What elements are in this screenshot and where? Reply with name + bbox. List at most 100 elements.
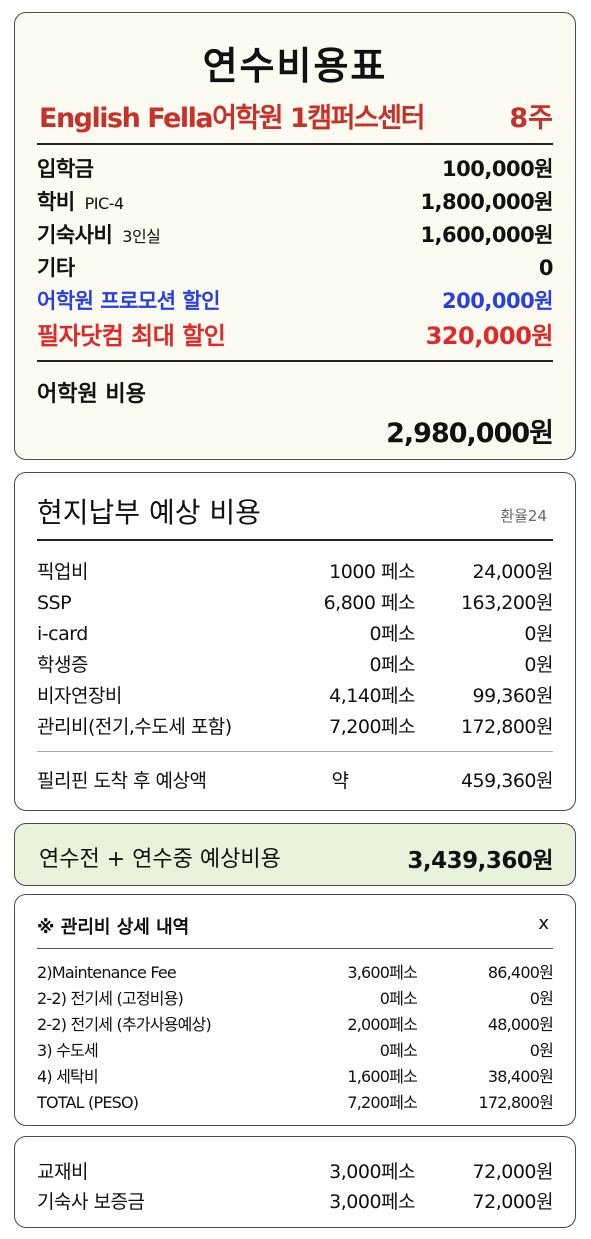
local-won: 99,360원 bbox=[472, 685, 554, 707]
extras-label: 교재비 bbox=[37, 1161, 88, 1183]
management-row: 2-2) 전기세 (추가사용예상) 2,000페소 48,000원 bbox=[37, 1011, 554, 1035]
fee-row-promo-discount: 어학원 프로모션 할인 200,000원 bbox=[37, 285, 553, 315]
mgmt-won: 172,800원 bbox=[478, 1093, 554, 1112]
fee-value: 200,000원 bbox=[442, 289, 553, 313]
extras-label: 기숙사 보증금 bbox=[37, 1191, 145, 1213]
local-label: 관리비(전기,수도세 포함) bbox=[37, 716, 232, 738]
mgmt-label: 4) 세탁비 bbox=[37, 1067, 99, 1086]
fee-value: 1,800,000원 bbox=[420, 190, 553, 214]
fee-row-admission: 입학금 100,000원 bbox=[37, 153, 553, 183]
fee-row-tuition: 학비 PIC-4 1,800,000원 bbox=[37, 186, 553, 216]
fee-value: 0 bbox=[538, 256, 554, 280]
fee-label: 입학금 bbox=[37, 157, 94, 181]
mgmt-won: 38,400원 bbox=[487, 1067, 554, 1086]
mgmt-label: 3) 수도세 bbox=[37, 1041, 99, 1060]
local-label: 픽업비 bbox=[37, 561, 88, 583]
grand-total-card: 연수전 + 연수중 예상비용 3,439,360원 bbox=[14, 823, 576, 886]
divider bbox=[37, 539, 553, 541]
mgmt-peso: 7,200페소 bbox=[347, 1093, 417, 1112]
local-label: SSP bbox=[37, 592, 72, 614]
local-won: 163,200원 bbox=[460, 592, 554, 614]
fee-value: 320,000원 bbox=[425, 322, 554, 350]
mgmt-peso: 0페소 bbox=[379, 989, 418, 1008]
extras-won: 72,000원 bbox=[472, 1191, 554, 1213]
divider bbox=[37, 360, 553, 362]
mgmt-peso: 0페소 bbox=[379, 1041, 418, 1060]
local-peso: 7,200페소 bbox=[329, 716, 415, 738]
mgmt-peso: 2,000페소 bbox=[347, 1015, 417, 1034]
mgmt-label: 2-2) 전기세 (추가사용예상) bbox=[37, 1015, 212, 1034]
fee-value: 100,000원 bbox=[442, 157, 553, 181]
local-row: 관리비(전기,수도세 포함) 7,200페소 172,800원 bbox=[37, 712, 554, 739]
page-title: 연수비용표 bbox=[202, 44, 388, 88]
management-row: 4) 세탁비 1,600페소 38,400원 bbox=[37, 1063, 554, 1087]
management-fee-card: ※ 관리비 상세 내역 x 2)Maintenance Fee 3,600페소 … bbox=[14, 894, 576, 1126]
local-label: 학생증 bbox=[37, 654, 88, 676]
exchange-rate: 환율24 bbox=[500, 507, 547, 525]
fee-row-other: 기타 0 bbox=[37, 252, 554, 282]
fee-label: 어학원 프로모션 할인 bbox=[37, 289, 221, 313]
arrival-estimate-row: 필리핀 도착 후 예상액 약 459,360원 bbox=[37, 766, 554, 793]
local-won: 0원 bbox=[524, 654, 553, 676]
management-row: 3) 수도세 0페소 0원 bbox=[37, 1037, 554, 1061]
local-peso: 0페소 bbox=[369, 654, 415, 676]
mgmt-label: 2)Maintenance Fee bbox=[37, 963, 177, 982]
mgmt-peso: 3,600페소 bbox=[347, 963, 417, 982]
extras-peso: 3,000페소 bbox=[329, 1161, 415, 1183]
room-type: 3인실 bbox=[122, 227, 161, 246]
mgmt-label: TOTAL (PESO) bbox=[37, 1093, 139, 1112]
local-won: 172,800원 bbox=[460, 716, 554, 738]
local-label: 비자연장비 bbox=[37, 685, 122, 707]
local-row: i-card 0페소 0원 bbox=[37, 619, 554, 646]
mgmt-won: 0원 bbox=[529, 1041, 554, 1060]
local-peso: 4,140페소 bbox=[329, 685, 415, 707]
arrival-value: 459,360원 bbox=[460, 770, 554, 792]
mgmt-won: 86,400원 bbox=[487, 963, 554, 982]
divider bbox=[37, 751, 553, 752]
extras-won: 72,000원 bbox=[472, 1161, 554, 1183]
fee-label: 학비 bbox=[37, 190, 75, 214]
approx-label: 약 bbox=[331, 770, 349, 792]
course-name: PIC-4 bbox=[84, 194, 125, 213]
local-row: 비자연장비 4,140페소 99,360원 bbox=[37, 681, 554, 708]
arrival-label: 필리핀 도착 후 예상액 bbox=[37, 770, 207, 792]
school-cost-label: 어학원 비용 bbox=[37, 382, 146, 407]
local-peso: 1000 페소 bbox=[329, 561, 415, 583]
management-fee-title: ※ 관리비 상세 내역 bbox=[37, 917, 190, 938]
local-row: SSP 6,800 페소 163,200원 bbox=[37, 588, 554, 615]
management-row: 2)Maintenance Fee 3,600페소 86,400원 bbox=[37, 959, 554, 983]
fee-row-max-discount: 필자닷컴 최대 할인 320,000원 bbox=[37, 316, 554, 351]
school-cost-value: 2,980,000원 bbox=[386, 418, 554, 449]
fee-summary-card: 연수비용표 English Fella어학원 1캠퍼스센터 8주 입학금 100… bbox=[14, 12, 576, 460]
mgmt-won: 0원 bbox=[529, 989, 554, 1008]
local-payment-title: 현지납부 예상 비용 bbox=[37, 496, 261, 529]
local-row: 픽업비 1000 페소 24,000원 bbox=[37, 557, 554, 584]
management-row-total: TOTAL (PESO) 7,200페소 172,800원 bbox=[37, 1089, 554, 1113]
extras-row-textbook: 교재비 3,000페소 72,000원 bbox=[37, 1157, 554, 1184]
divider bbox=[37, 948, 553, 949]
local-won: 0원 bbox=[524, 623, 553, 645]
close-button[interactable]: x bbox=[538, 913, 549, 934]
extras-row-deposit: 기숙사 보증금 3,000페소 72,000원 bbox=[37, 1187, 554, 1214]
local-row: 학생증 0페소 0원 bbox=[37, 650, 554, 677]
fee-row-dormitory: 기숙사비 3인실 1,600,000원 bbox=[37, 219, 553, 249]
extras-peso: 3,000페소 bbox=[329, 1191, 415, 1213]
management-row: 2-2) 전기세 (고정비용) 0페소 0원 bbox=[37, 985, 554, 1009]
local-peso: 6,800 페소 bbox=[323, 592, 416, 614]
mgmt-peso: 1,600페소 bbox=[347, 1067, 417, 1086]
local-label: i-card bbox=[37, 623, 88, 645]
local-payment-card: 현지납부 예상 비용 환율24 픽업비 1000 페소 24,000원 SSP … bbox=[14, 472, 576, 811]
course-weeks: 8주 bbox=[509, 103, 553, 134]
fee-label: 기타 bbox=[37, 256, 75, 280]
fee-value: 1,600,000원 bbox=[420, 223, 553, 247]
fee-label: 필자닷컴 최대 할인 bbox=[37, 322, 226, 350]
grand-total-value: 3,439,360원 bbox=[407, 848, 553, 874]
fee-label: 기숙사비 bbox=[37, 223, 113, 247]
grand-total-label: 연수전 + 연수중 예상비용 bbox=[39, 847, 281, 872]
extras-card: 교재비 3,000페소 72,000원 기숙사 보증금 3,000페소 72,0… bbox=[14, 1136, 576, 1228]
school-name: English Fella어학원 1캠퍼스센터 bbox=[39, 103, 426, 134]
mgmt-label: 2-2) 전기세 (고정비용) bbox=[37, 989, 184, 1008]
mgmt-won: 48,000원 bbox=[487, 1015, 554, 1034]
divider bbox=[37, 143, 553, 145]
local-won: 24,000원 bbox=[472, 561, 554, 583]
